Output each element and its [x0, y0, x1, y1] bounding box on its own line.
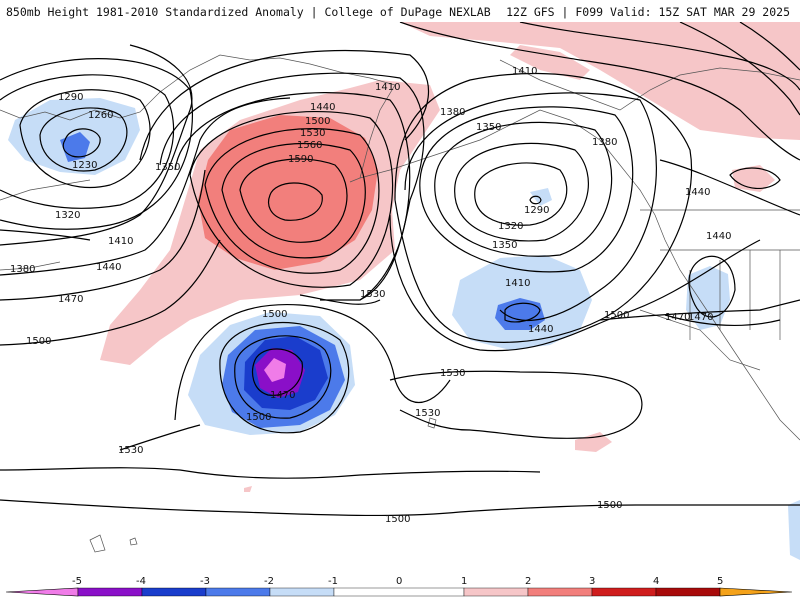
contour-label: 1530: [415, 408, 440, 419]
contour-label: 1380: [440, 107, 465, 118]
contour-label: 1500: [246, 412, 271, 423]
contour-label: 1440: [706, 231, 731, 242]
contour-label: 1500: [262, 309, 287, 320]
scale-tick-label: 2: [525, 576, 531, 587]
scale-swatch-zero: [333, 587, 465, 597]
scale-swatch-p1: [463, 587, 529, 597]
contour-label: 1440: [685, 187, 710, 198]
scale-tick-label: -4: [136, 576, 146, 587]
contour-label: 1470: [688, 312, 713, 323]
scale-swatch-n4: [77, 587, 143, 597]
contour-label: 1500: [604, 310, 629, 321]
run-info: 12Z GFS | F099 Valid: 15Z SAT MAR 29 202…: [506, 5, 790, 19]
scale-swatch-p2: [527, 587, 593, 597]
contour-label: 1500: [305, 116, 330, 127]
anomaly-negative-5: [264, 358, 286, 382]
contour-label: 1470: [270, 390, 295, 401]
scale-tip-left: [5, 587, 79, 597]
height-contours: [0, 22, 800, 517]
scale-swatches: [5, 587, 793, 597]
contour-label: 1290: [58, 92, 83, 103]
scale-tip-right: [719, 587, 793, 597]
contour-label: 1410: [108, 236, 133, 247]
contour-label: 1590: [288, 154, 313, 165]
contour-labels: 1290 1260 1230 1350 1320 1410 1380 1440 …: [10, 66, 731, 525]
contour-label: 1440: [528, 324, 553, 335]
scale-swatch-p4: [655, 587, 721, 597]
contour-label: 1380: [592, 137, 617, 148]
header-bar: 850mb Height 1981-2010 Standardized Anom…: [0, 0, 800, 22]
scale-tick-label: -2: [264, 576, 274, 587]
contour-label: 1530: [118, 445, 143, 456]
contour-label: 1500: [26, 336, 51, 347]
contour-label: 1560: [297, 140, 322, 151]
contour-label: 1350: [476, 122, 501, 133]
contour-label: 1470: [58, 294, 83, 305]
contour-label: 1440: [96, 262, 121, 273]
scale-tick-label: -3: [200, 576, 210, 587]
scale-tick-label: 3: [589, 576, 595, 587]
contour-label: 1530: [440, 368, 465, 379]
contour-label: 1320: [55, 210, 80, 221]
scale-tick-label: -5: [72, 576, 82, 587]
scale-swatch-n1: [269, 587, 335, 597]
scale-tick-label: 4: [653, 576, 659, 587]
contour-label: 1350: [492, 240, 517, 251]
contour-label: 1410: [375, 82, 400, 93]
scale-tick-label: 1: [461, 576, 467, 587]
contour-label: 1260: [88, 110, 113, 121]
contour-label: 1530: [360, 289, 385, 300]
anomaly-map: 1290 1260 1230 1350 1320 1410 1380 1440 …: [0, 22, 800, 560]
contour-label: 1530: [300, 128, 325, 139]
contour-label: 1470: [665, 312, 690, 323]
coastlines: [0, 54, 800, 553]
scale-tick-label: -1: [328, 576, 338, 587]
contour-label: 1500: [597, 500, 622, 511]
scale-tick-label: 0: [396, 576, 402, 587]
contour-label: 1500: [385, 514, 410, 525]
scale-ticks: -5 -4 -3 -2 -1 0 1 2 3 4 5: [72, 576, 723, 587]
scale-swatch-p3: [591, 587, 657, 597]
contour-label: 1380: [10, 264, 35, 275]
contour-label: 1410: [512, 66, 537, 77]
contour-label: 1290: [524, 205, 549, 216]
contour-label: 1410: [505, 278, 530, 289]
anomaly-color-scale: -5 -4 -3 -2 -1 0 1 2 3 4 5: [0, 572, 800, 600]
contour-label: 1320: [498, 221, 523, 232]
scale-tick-label: 5: [717, 576, 723, 587]
contour-label: 1230: [72, 160, 97, 171]
contour-label: 1350: [155, 162, 180, 173]
scale-swatch-n3: [141, 587, 207, 597]
scale-swatch-n2: [205, 587, 271, 597]
contour-label: 1440: [310, 102, 335, 113]
map-title: 850mb Height 1981-2010 Standardized Anom…: [6, 5, 491, 19]
